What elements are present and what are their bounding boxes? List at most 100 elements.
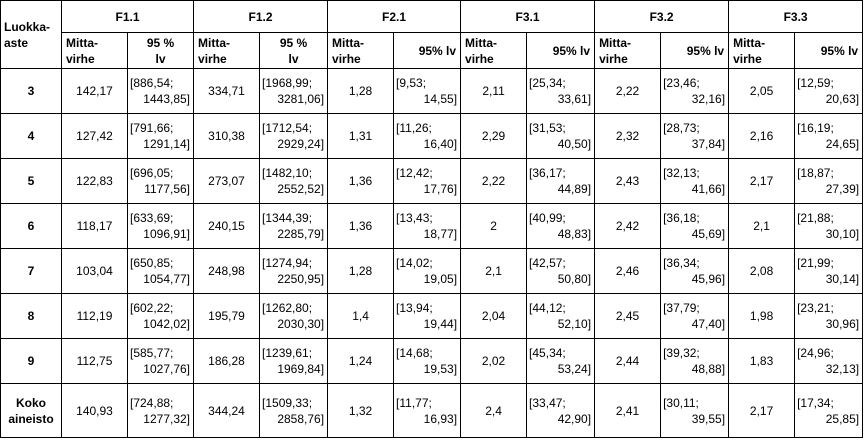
ci-upper: 16,40] <box>423 137 458 151</box>
ci-lower: [14,68; <box>396 346 433 360</box>
ci-upper: 2285,79] <box>277 227 325 241</box>
ci-lower: [21,99; <box>797 256 834 270</box>
ci-lower: [14,02; <box>396 256 433 270</box>
ci-lower: [36,18; <box>663 211 700 225</box>
ci-upper: 48,83] <box>557 227 592 241</box>
mittavirhe-cell: 1,83 <box>728 338 796 384</box>
mittavirhe-header-line2: virhe <box>66 51 95 66</box>
ci-upper: 48,88] <box>691 362 726 376</box>
table-header: Luokka- aste F1.1 F1.2 F2.1 F3.1 F3.2 F3… <box>0 0 864 69</box>
ci-header-line2: lv <box>288 51 299 66</box>
mittavirhe-cell: 2,11 <box>460 68 528 114</box>
confidence-interval-cell: [17,34; 25,85] <box>794 383 864 438</box>
confidence-interval-cell: [1482,10; 2552,52] <box>259 158 329 204</box>
ci-upper: 19,44] <box>423 317 458 331</box>
ci-header-line2: lv <box>155 51 166 66</box>
mittavirhe-header-f3-2: Mitta-virhe <box>594 32 662 69</box>
grade-cell-line1: Koko <box>16 395 46 410</box>
mittavirhe-cell: 2,1 <box>460 248 528 294</box>
ci-upper: 1054,77] <box>143 272 191 286</box>
ci-upper: 1177,56] <box>144 182 191 196</box>
mittavirhe-cell: 142,17 <box>61 68 128 114</box>
ci-upper: 30,96] <box>825 317 860 331</box>
mittavirhe-header-line2: virhe <box>332 51 361 66</box>
confidence-interval-cell: [31,53; 40,50] <box>526 113 596 159</box>
ci-lower: [13,43; <box>396 211 433 225</box>
confidence-interval-cell: [1968,99; 3281,06] <box>259 68 329 114</box>
confidence-interval-cell: [23,21; 30,96] <box>794 293 864 339</box>
confidence-interval-cell: [21,88; 30,10] <box>794 203 864 249</box>
ci-lower: [33,47; <box>529 395 566 410</box>
ci-lower: [1344,39; <box>262 211 313 225</box>
ci-lower: [12,59; <box>797 76 834 90</box>
ci-header-f3-2: 95% lv <box>660 32 730 69</box>
ci-lower: [602,22; <box>130 301 174 315</box>
mittavirhe-cell: 310,38 <box>193 113 261 159</box>
ci-upper: 53,24] <box>557 362 592 376</box>
ci-upper: 40,50] <box>557 137 592 151</box>
ci-upper: 18,77] <box>423 227 458 241</box>
mittavirhe-cell: 273,07 <box>193 158 261 204</box>
mittavirhe-header-line1: Mitta- <box>733 35 766 50</box>
ci-lower: [791,66; <box>130 121 174 135</box>
table-body: 3 142,17 [886,54; 1443,85] 334,71 [1968,99; 32… <box>0 68 864 438</box>
mittavirhe-cell: 344,24 <box>193 383 261 438</box>
mittavirhe-header-line1: Mitta- <box>198 35 231 50</box>
ci-header-f1-2: 95 % lv <box>259 32 329 69</box>
confidence-interval-cell: [36,17; 44,89] <box>526 158 596 204</box>
ci-upper: 47,40] <box>691 317 726 331</box>
ci-upper: 14,55] <box>423 92 458 106</box>
confidence-interval-cell: [39,32; 48,88] <box>660 338 730 384</box>
mittavirhe-cell: 334,71 <box>193 68 261 114</box>
group-header-f1-1: F1.1 <box>60 0 195 33</box>
confidence-interval-cell: [28,73; 37,84] <box>660 113 730 159</box>
mittavirhe-cell: 2,45 <box>594 293 662 339</box>
ci-header-label: 95% lv <box>418 43 457 58</box>
confidence-interval-cell: [32,13; 41,66] <box>660 158 730 204</box>
mittavirhe-cell: 2,22 <box>460 158 528 204</box>
confidence-interval-cell: [791,66; 1291,14] <box>126 113 195 159</box>
mittavirhe-header-f1-2: Mitta-virhe <box>193 32 261 69</box>
confidence-interval-cell: [25,34; 33,61] <box>526 68 596 114</box>
confidence-interval-cell: [1262,80; 2030,30] <box>259 293 329 339</box>
confidence-interval-cell: [37,79; 47,40] <box>660 293 730 339</box>
confidence-interval-cell: [1712,54; 2929,24] <box>259 113 329 159</box>
ci-upper: 45,69] <box>691 227 726 241</box>
ci-header-label: 95% lv <box>552 43 591 58</box>
confidence-interval-cell: [9,53; 14,55] <box>393 68 462 114</box>
ci-header-f3-1: 95% lv <box>526 32 596 69</box>
grade-cell: Koko aineisto <box>0 383 62 438</box>
mittavirhe-cell: 1,36 <box>327 158 395 204</box>
ci-lower: [696,05; <box>130 166 174 180</box>
mittavirhe-cell: 118,17 <box>61 203 128 249</box>
mittavirhe-cell: 2,43 <box>594 158 662 204</box>
ci-upper: 19,53] <box>423 362 458 376</box>
mittavirhe-cell: 248,98 <box>193 248 261 294</box>
ci-upper: 1291,14] <box>143 137 191 151</box>
mittavirhe-header-line1: Mitta- <box>332 35 365 50</box>
ci-lower: [39,32; <box>663 346 700 360</box>
ci-lower: [45,34; <box>529 346 566 360</box>
mittavirhe-cell: 2,46 <box>594 248 662 294</box>
table-row: 3 142,17 [886,54; 1443,85] 334,71 [1968,99; 32… <box>0 68 864 114</box>
mittavirhe-header-f3-3: Mitta-virhe <box>728 32 796 69</box>
ci-upper: 30,14] <box>825 272 860 286</box>
ci-lower: [724,88; <box>130 395 174 410</box>
ci-header-f1-1: 95 % lv <box>126 32 195 69</box>
confidence-interval-cell: [1274,94; 2250,95] <box>259 248 329 294</box>
ci-lower: [37,79; <box>663 301 700 315</box>
confidence-interval-cell: [30,11; 39,55] <box>660 383 730 438</box>
ci-header-line1: 95 % <box>146 35 175 50</box>
ci-upper: 2030,30] <box>277 317 325 331</box>
ci-lower: [1239,61; <box>262 346 313 360</box>
mittavirhe-cell: 2 <box>460 203 528 249</box>
mittavirhe-cell: 1,4 <box>327 293 395 339</box>
group-header-row: Luokka- aste F1.1 F1.2 F2.1 F3.1 F3.2 F3… <box>0 0 864 69</box>
mittavirhe-header-line2: virhe <box>733 51 762 66</box>
ci-upper: 30,10] <box>825 227 860 241</box>
group-header-f2-1: F2.1 <box>327 0 462 33</box>
confidence-interval-cell: [44,12; 52,10] <box>526 293 596 339</box>
ci-header-label: 95% lv <box>820 43 859 58</box>
confidence-interval-cell: [12,59; 20,63] <box>794 68 864 114</box>
